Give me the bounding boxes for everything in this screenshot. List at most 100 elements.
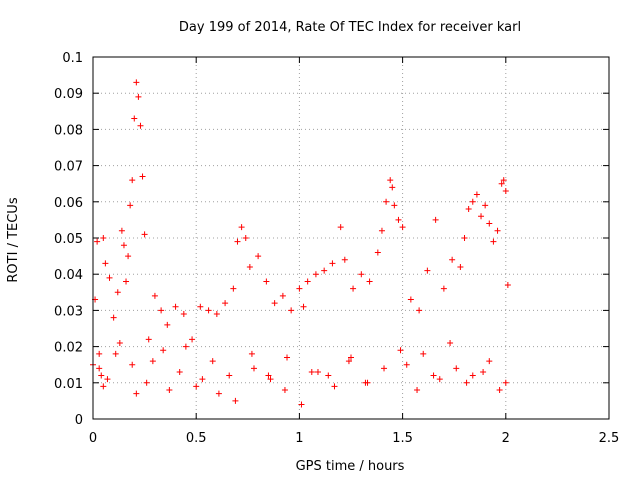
data-point <box>284 354 291 361</box>
data-point <box>502 187 509 194</box>
y-tick-label: 0 <box>75 413 83 428</box>
data-point <box>160 347 167 354</box>
data-point <box>447 339 454 346</box>
data-point <box>496 387 503 394</box>
x-tick-label: 2.5 <box>599 431 620 446</box>
data-point <box>430 372 437 379</box>
y-tick-label: 0.1 <box>62 51 83 66</box>
data-point <box>246 263 253 270</box>
data-point <box>480 368 487 375</box>
data-point <box>145 336 152 343</box>
x-tick-label: 1.5 <box>392 431 413 446</box>
data-point <box>125 253 132 260</box>
data-point <box>267 376 274 383</box>
data-point <box>112 350 119 357</box>
data-point <box>397 347 404 354</box>
data-point <box>106 274 113 281</box>
data-point <box>358 271 365 278</box>
data-point <box>141 231 148 238</box>
data-point <box>465 206 472 213</box>
data-point <box>197 303 204 310</box>
data-point <box>424 267 431 274</box>
data-point <box>461 235 468 241</box>
data-point <box>166 387 173 394</box>
y-tick-label: 0.07 <box>54 160 83 175</box>
data-point <box>348 354 354 361</box>
data-point <box>182 343 189 350</box>
data-point <box>135 93 142 100</box>
data-point <box>416 307 423 314</box>
data-point <box>129 177 136 184</box>
grid <box>93 57 609 419</box>
data-point <box>403 361 410 368</box>
data-point <box>381 365 388 372</box>
data-point <box>213 311 220 318</box>
data-point <box>457 263 464 270</box>
data-point <box>399 224 406 231</box>
data-point <box>158 307 165 314</box>
data-point <box>100 235 107 241</box>
data-point <box>104 376 111 383</box>
data-point <box>304 278 311 285</box>
plot-frame <box>92 56 610 420</box>
x-tick-label: 1 <box>295 431 303 446</box>
data-point <box>364 379 371 386</box>
y-tick-label: 0.08 <box>54 123 83 138</box>
data-point <box>300 303 307 310</box>
data-point <box>440 285 447 292</box>
data-point <box>226 372 233 379</box>
data-point <box>420 350 427 357</box>
x-tick-label: 0.5 <box>186 431 207 446</box>
data-point <box>149 358 156 365</box>
data-point <box>296 285 303 292</box>
y-tick-label: 0.01 <box>54 377 83 392</box>
data-point <box>329 260 336 267</box>
data-point <box>395 216 402 223</box>
data-point <box>490 238 497 245</box>
data-point <box>387 177 394 184</box>
data-point <box>494 227 501 234</box>
data-point <box>116 339 123 346</box>
data-point <box>123 278 130 285</box>
y-tick-label: 0.04 <box>54 268 83 283</box>
data-point <box>242 235 249 241</box>
x-tick-label: 2 <box>502 431 510 446</box>
data-point <box>498 180 505 187</box>
y-tick-label: 0.02 <box>54 341 83 356</box>
data-point <box>325 372 332 379</box>
data-point <box>139 173 146 180</box>
data-point <box>345 358 352 365</box>
data-point <box>114 289 121 296</box>
data-point <box>469 372 476 379</box>
data-point <box>102 260 109 267</box>
data-point <box>482 202 489 209</box>
data-point <box>230 285 237 292</box>
data-point <box>263 278 270 285</box>
data-point <box>255 253 262 260</box>
y-tick-label: 0.06 <box>54 196 83 211</box>
data-point <box>486 358 493 365</box>
data-point <box>449 256 456 263</box>
data-point <box>378 227 385 234</box>
y-axis-label: ROTI / TECUs <box>6 197 21 282</box>
data-point <box>469 198 476 205</box>
data-point <box>478 213 485 220</box>
data-point <box>279 292 286 299</box>
data-point <box>500 177 507 184</box>
data-point <box>118 227 125 234</box>
data-point <box>473 191 480 198</box>
data-point <box>131 115 138 122</box>
chart-title: Day 199 of 2014, Rate Of TEC Index for r… <box>179 20 521 35</box>
data-point <box>341 256 348 263</box>
data-point <box>314 368 321 375</box>
data-point <box>331 383 338 390</box>
y-tick-label: 0.03 <box>54 304 83 319</box>
data-point <box>504 282 511 289</box>
data-point <box>453 365 460 372</box>
data-point <box>234 238 241 245</box>
data-point <box>432 216 439 223</box>
data-point <box>350 285 357 292</box>
data-point <box>312 271 319 278</box>
data-point <box>281 387 288 394</box>
